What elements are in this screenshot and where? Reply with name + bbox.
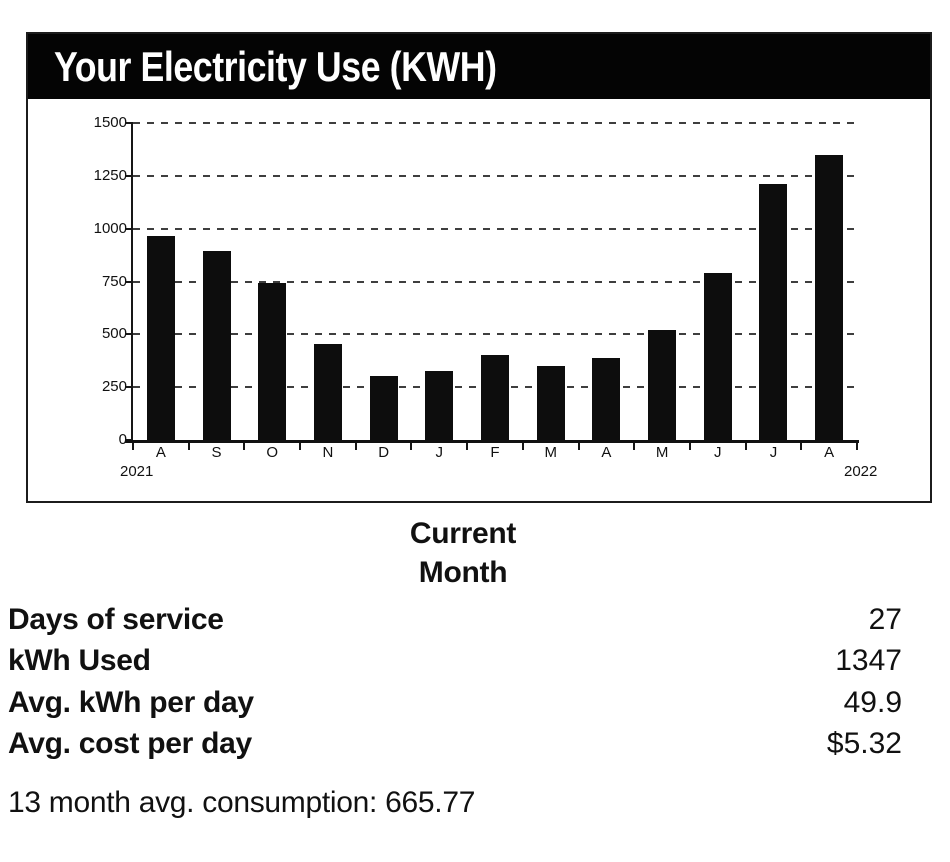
bar-12-a — [815, 155, 844, 440]
y-axis-tick — [125, 174, 133, 177]
y-axis-tick — [125, 386, 133, 389]
x-axis-label-9: M — [655, 444, 669, 461]
avg-consumption-line: 13 month avg. consumption: 665.77 — [8, 786, 476, 819]
x-axis-year-left: 2021 — [120, 463, 154, 480]
bar-2-o — [258, 282, 287, 440]
stat-row-avg-kwh-per-day: Avg. kWh per day 49.9 — [8, 686, 902, 727]
x-axis-label-11: J — [769, 444, 778, 461]
stat-label: kWh Used — [8, 644, 151, 678]
x-axis-tick — [243, 443, 246, 450]
y-axis-line — [131, 123, 133, 443]
stat-row-days-of-service: Days of service 27 — [8, 603, 902, 644]
x-axis-label-2: O — [266, 444, 279, 461]
x-axis-label-12: A — [824, 444, 835, 461]
x-axis-tick — [744, 443, 747, 450]
chart-box: Your Electricity Use (KWH) 2021 2022 0 25… — [26, 32, 932, 503]
y-axis-tick — [125, 333, 133, 336]
x-axis-tick — [410, 443, 413, 450]
y-axis-label: 1000 — [93, 219, 127, 237]
stat-row-kwh-used: kWh Used 1347 — [8, 644, 902, 685]
y-axis-label: 250 — [101, 378, 127, 396]
x-axis-label-8: A — [601, 444, 612, 461]
stat-value: 1347 — [835, 644, 902, 678]
chart-title-bar: Your Electricity Use (KWH) — [28, 34, 930, 99]
bar-7-m — [536, 366, 565, 440]
bar-10-j — [703, 273, 732, 440]
x-axis-tick — [466, 443, 469, 450]
gridline-750 — [133, 280, 861, 283]
gridline-1250 — [133, 174, 861, 177]
bar-9-m — [648, 330, 677, 440]
stat-label: Avg. kWh per day — [8, 685, 254, 719]
x-axis-tick — [354, 443, 357, 450]
x-axis-tick — [856, 443, 858, 450]
x-axis-label-3: N — [322, 444, 334, 461]
y-axis-label: 750 — [101, 272, 127, 290]
x-axis-tick — [633, 443, 636, 450]
y-axis-tick — [125, 280, 133, 283]
stat-value: 49.9 — [843, 685, 902, 719]
stat-row-avg-cost-per-day: Avg. cost per day $5.32 — [8, 727, 902, 768]
y-axis-label: 1500 — [93, 114, 127, 131]
current-month-line1: Current — [409, 517, 517, 550]
x-axis-label-7: M — [544, 444, 557, 461]
x-axis-tick — [521, 443, 524, 450]
chart-title: Your Electricity Use (KWH) — [54, 42, 497, 90]
stat-label: Days of service — [8, 603, 224, 636]
x-axis-label-1: S — [211, 444, 222, 461]
x-axis-tick — [132, 443, 134, 450]
y-axis-label: 500 — [101, 325, 127, 343]
bar-1-s — [202, 250, 231, 440]
usage-stats: Days of service 27 kWh Used 1347 Avg. kW… — [8, 603, 902, 769]
gridline-500 — [133, 333, 861, 336]
gridline-1000 — [133, 227, 861, 230]
stat-label: Avg. cost per day — [8, 727, 252, 761]
y-axis-tick — [125, 227, 133, 230]
current-month-line2: Month — [418, 556, 508, 589]
y-axis-label: 0 — [118, 431, 127, 448]
bar-3-n — [313, 343, 342, 440]
y-axis-tick — [125, 122, 133, 124]
gridline-1500 — [133, 122, 861, 124]
bar-4-d — [369, 375, 398, 440]
x-axis-label-0: A — [155, 444, 166, 461]
bar-11-j — [759, 184, 788, 440]
x-axis-tick — [688, 443, 691, 450]
x-axis-tick — [800, 443, 803, 450]
bar-8-a — [592, 357, 621, 440]
y-axis-label: 1250 — [93, 166, 127, 184]
x-axis-label-6: F — [490, 444, 500, 461]
x-axis-label-5: J — [435, 444, 444, 461]
x-axis-label-10: J — [714, 444, 722, 461]
x-axis-tick — [299, 443, 302, 450]
bar-0-a — [146, 236, 175, 440]
x-axis-year-right: 2022 — [844, 463, 878, 480]
x-axis-line — [125, 440, 859, 443]
bar-6-f — [481, 355, 509, 440]
bar-chart: 2021 2022 0 250 500 750 1000 1250 1500 A S O N D J F M… — [28, 34, 930, 501]
stat-value: $5.32 — [826, 727, 902, 761]
x-axis-tick — [187, 443, 190, 450]
x-axis-tick — [577, 443, 580, 450]
stat-value: 27 — [868, 603, 902, 636]
x-axis-label-4: D — [378, 444, 390, 461]
current-month-heading: Current Month — [26, 514, 900, 592]
bar-5-j — [425, 371, 454, 440]
